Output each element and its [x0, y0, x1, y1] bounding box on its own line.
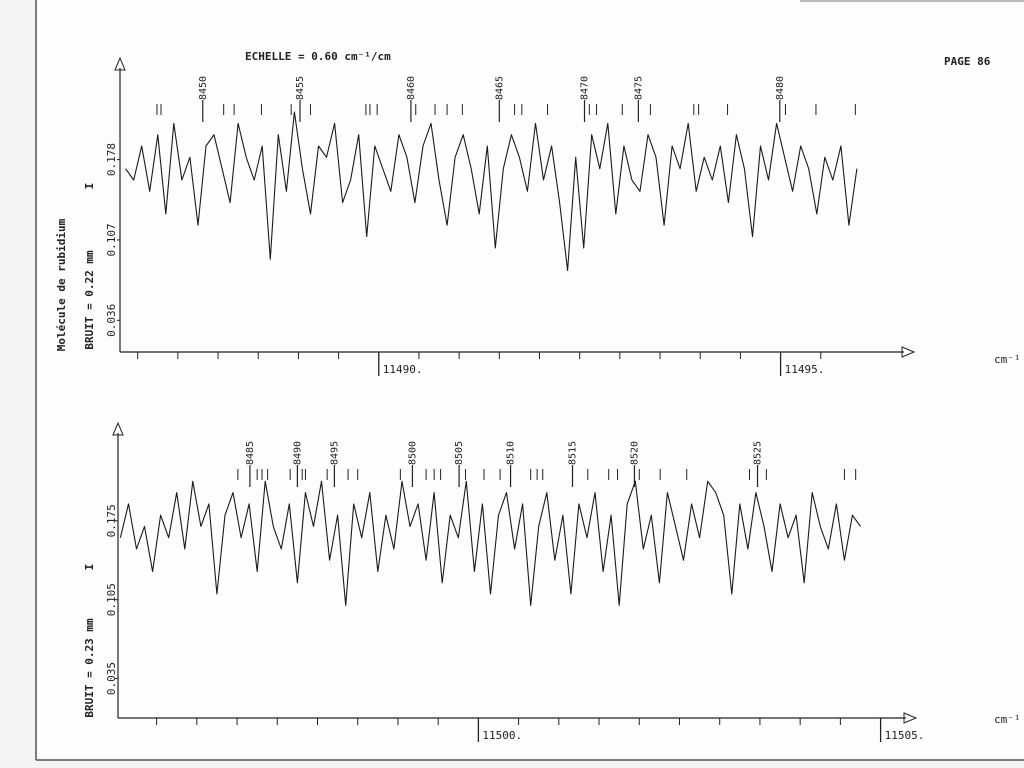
noise-label: BRUIT = 0.22 mm: [83, 250, 96, 350]
y-axis-label: I: [83, 564, 96, 571]
x-tick-label: 11490.: [383, 363, 423, 376]
sheet: [36, 0, 1024, 760]
x-tick-label: 11500.: [482, 729, 522, 742]
y-tick-label: 0.178: [105, 143, 118, 176]
scale-label: ECHELLE = 0.60 cm⁻¹/cm: [245, 50, 391, 63]
line-marker-label: 8510: [506, 441, 517, 465]
x-axis-unit: cm⁻¹: [994, 353, 1021, 366]
line-marker-label: 8515: [568, 441, 579, 465]
spectrum-line: [119, 480, 861, 606]
line-marker-label: 8455: [295, 76, 306, 100]
y-tick-label: 0.107: [105, 223, 118, 256]
line-marker-label: 8465: [494, 76, 505, 100]
axis-arrow: [112, 421, 124, 436]
molecule-label: Molécule de rubidium: [55, 218, 68, 351]
spectrum-line: [125, 111, 858, 272]
line-marker-label: 8505: [454, 441, 465, 465]
x-tick-label: 11505.: [885, 729, 925, 742]
line-marker-label: 8450: [198, 76, 209, 100]
line-marker-label: 8495: [329, 441, 340, 465]
axis-arrow: [114, 56, 126, 71]
x-axis-unit: cm⁻¹: [994, 713, 1021, 726]
x-tick-label: 11495.: [785, 363, 825, 376]
line-marker-label: 8525: [753, 441, 764, 465]
axis-arrow: [903, 712, 918, 724]
line-marker-label: 8460: [406, 76, 417, 100]
line-marker-label: 8490: [292, 441, 303, 465]
line-marker-label: 8500: [407, 441, 418, 465]
y-tick-label: 0.035: [105, 662, 118, 695]
y-tick-label: 0.105: [105, 583, 118, 616]
noise-label: BRUIT = 0.23 mm: [83, 618, 96, 718]
line-marker-label: 8520: [629, 441, 640, 465]
page-number: PAGE 86: [944, 55, 991, 68]
line-marker-label: 8470: [580, 76, 591, 100]
line-marker-label: 8475: [633, 76, 644, 100]
y-tick-label: 0.036: [105, 304, 118, 337]
axis-arrow: [901, 346, 916, 358]
line-marker-label: 8485: [245, 441, 256, 465]
y-axis-label: I: [83, 183, 96, 190]
y-tick-label: 0.175: [105, 504, 118, 537]
line-marker-label: 8480: [775, 76, 786, 100]
